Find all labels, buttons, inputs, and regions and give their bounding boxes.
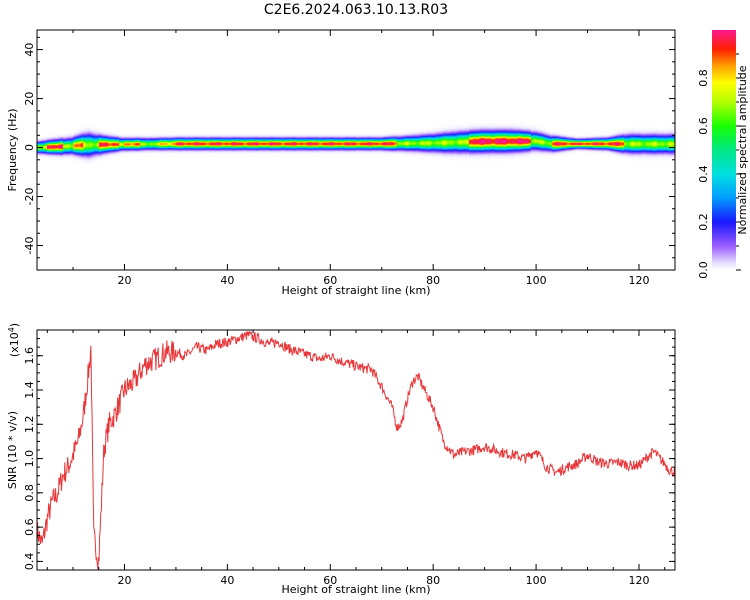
snr-ylabel: SNR (10 * v/v): [6, 411, 19, 489]
colorbar-tick-label: 0.0: [697, 261, 710, 279]
colorbar-tick-label: 0.2: [697, 213, 710, 231]
spectrogram-ticks: 20 40 60 80 100 120 -40 -20 0 20 40: [23, 30, 675, 287]
snr-ytick-label: 0.6: [23, 518, 36, 536]
spectrogram-xtick-label: 100: [526, 274, 547, 287]
colorbar: 0.0 0.2 0.4 0.6 0.8 Normalized spectral ampl…: [697, 30, 749, 279]
spectrogram-ytick-label: -20: [23, 188, 36, 206]
spectrogram-ytick-label: 40: [23, 43, 36, 57]
snr-ytick-label: 1.6: [23, 347, 36, 365]
snr-xtick-label: 60: [323, 574, 337, 587]
snr-ytick-label: 1.0: [23, 450, 36, 468]
spectrogram-panel: 20 40 60 80 100 120 -40 -20 0 20 40 Height of stra…: [6, 29, 676, 297]
spectrogram-ytick-label: 0: [23, 144, 36, 151]
snr-plot: [37, 330, 675, 570]
snr-ytick-label: 1.2: [23, 416, 36, 434]
snr-xtick-label: 100: [526, 574, 547, 587]
spectrogram-image: [37, 30, 675, 270]
colorbar-tick-label: 0.6: [697, 117, 710, 135]
spectrogram-xtick-label: 40: [220, 274, 234, 287]
colorbar-ticks: 0.0 0.2 0.4 0.6 0.8: [697, 53, 741, 279]
colorbar-gradient: [712, 30, 736, 270]
snr-ytick-label: 0.4: [23, 553, 36, 571]
snr-series-line: [37, 330, 675, 570]
spectrogram-ytick-label: 20: [23, 92, 36, 106]
spectrogram-ytick-label: -40: [23, 237, 36, 255]
snr-exponent-label: (x104): [7, 323, 21, 357]
spectrogram-xlabel: Height of straight line (km): [281, 284, 430, 297]
snr-xtick-label: 20: [117, 574, 131, 587]
colorbar-tick-label: 0.8: [697, 69, 710, 87]
snr-panel: 20 40 60 80 100 120 0.4 0.6 0.8 1.0 1.2 1.4 1.6 Heig…: [6, 323, 676, 596]
snr-xtick-label: 40: [220, 574, 234, 587]
snr-xtick-label: 120: [628, 574, 649, 587]
colorbar-label: Normalized spectral amplitude: [736, 65, 749, 234]
snr-xlabel: Height of straight line (km): [281, 583, 430, 596]
snr-background: [37, 330, 675, 570]
snr-ticks: 20 40 60 80 100 120 0.4 0.6 0.8 1.0 1.2 1.4 1.6: [23, 330, 675, 587]
spectrogram-xtick-label: 80: [426, 274, 440, 287]
snr-ytick-label: 0.8: [23, 484, 36, 502]
spectrogram-ylabel: Frequency (Hz): [6, 109, 19, 192]
spectrogram-xtick-label: 20: [117, 274, 131, 287]
spectrogram-heatmap: [37, 30, 675, 270]
chart-title: C2E6.2024.063.10.13.R03: [264, 2, 448, 18]
snr-xtick-label: 80: [426, 574, 440, 587]
spectrogram-frame: [36, 29, 676, 271]
snr-ytick-label: 1.4: [23, 381, 36, 399]
spectrogram-xtick-label: 60: [323, 274, 337, 287]
spectrogram-xtick-label: 120: [628, 274, 649, 287]
colorbar-tick-label: 0.4: [697, 165, 710, 183]
